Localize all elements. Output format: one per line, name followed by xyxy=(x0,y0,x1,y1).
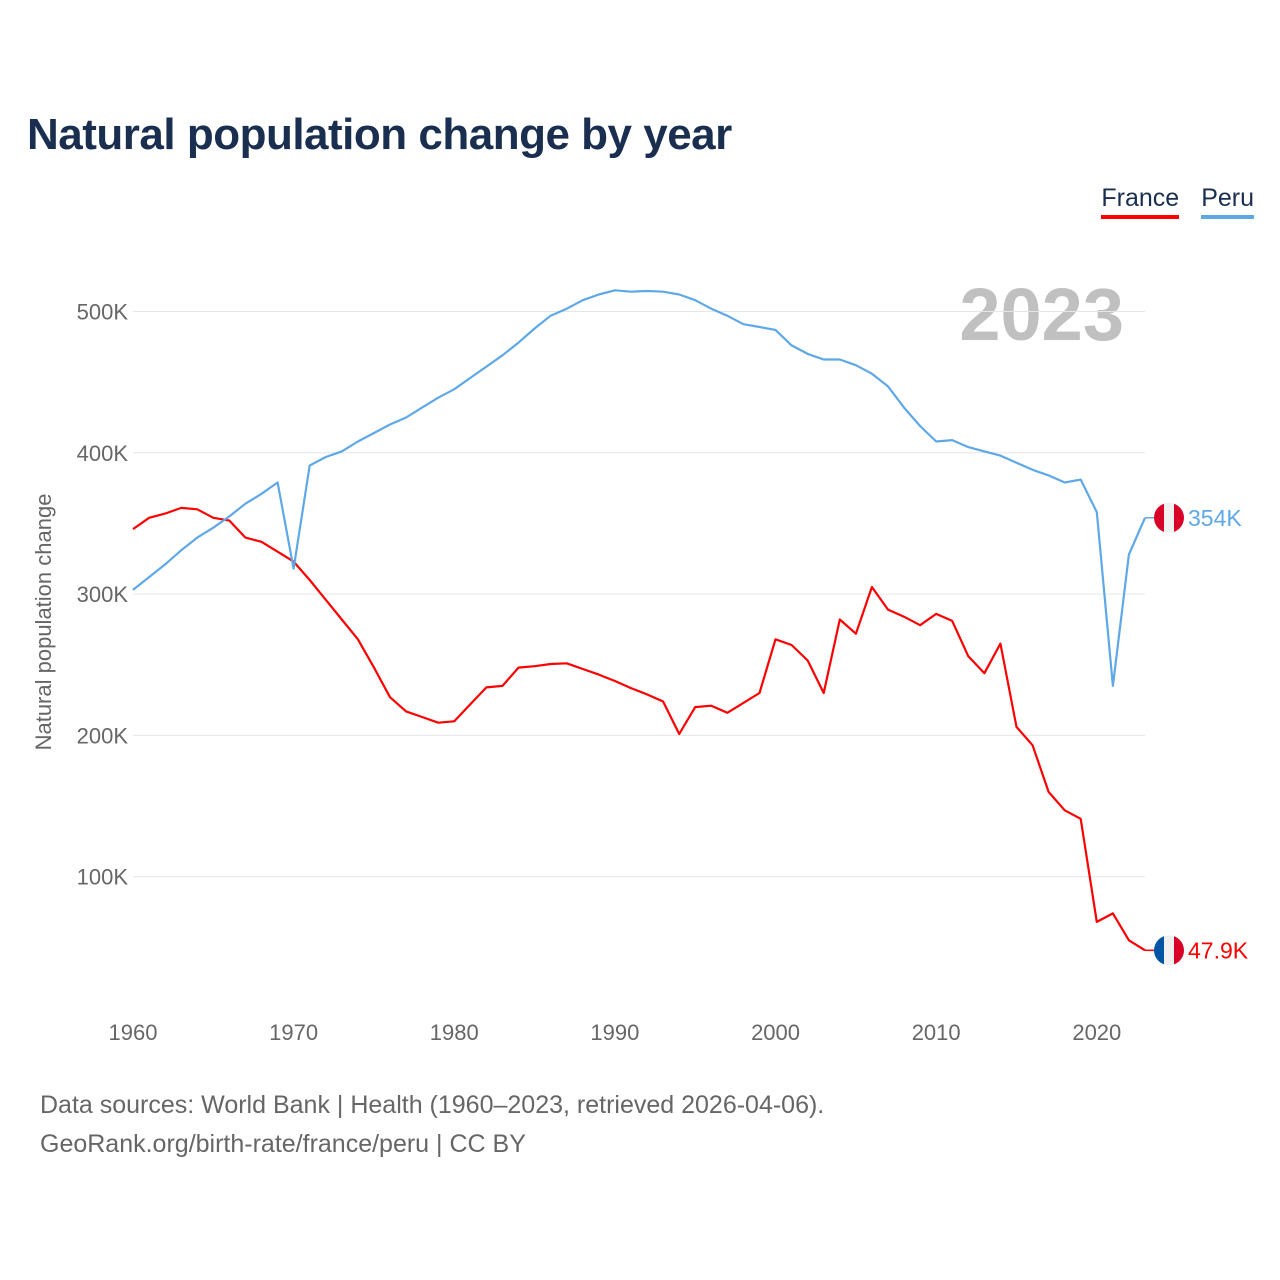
x-tick-label: 2000 xyxy=(751,1020,800,1045)
flag-icon-france xyxy=(1154,935,1184,966)
legend-item-peru[interactable]: Peru xyxy=(1201,184,1254,219)
y-tick-label: 200K xyxy=(77,723,129,748)
x-tick-label: 1960 xyxy=(109,1020,158,1045)
y-tick-label: 300K xyxy=(77,582,129,607)
flag-stripe xyxy=(1174,502,1184,533)
series-line-france xyxy=(132,506,1146,952)
chart-title: Natural population change by year xyxy=(27,110,732,159)
flag-stripe xyxy=(1154,935,1165,966)
y-axis-label: Natural population change xyxy=(31,494,56,751)
flag-stripe xyxy=(1174,935,1184,966)
x-tick-label: 1970 xyxy=(269,1020,318,1045)
attribution-link[interactable]: GeoRank.org/birth-rate/france/peru | CC … xyxy=(40,1130,526,1158)
flag-stripe xyxy=(1164,935,1175,966)
legend-item-france[interactable]: France xyxy=(1101,184,1180,219)
end-value-label: 47.9K xyxy=(1188,937,1249,963)
legend: France Peru xyxy=(1101,184,1254,219)
series-line-peru xyxy=(132,289,1147,688)
y-tick-label: 500K xyxy=(77,300,129,325)
footer: Data sources: World Bank | Health (1960–… xyxy=(40,1086,824,1164)
end-value-label: 354K xyxy=(1188,505,1242,531)
y-tick-label: 400K xyxy=(77,441,129,466)
x-tick-label: 1990 xyxy=(590,1020,639,1045)
x-tick-label: 1980 xyxy=(430,1020,479,1045)
x-tick-label: 2020 xyxy=(1072,1020,1121,1045)
year-watermark: 2023 xyxy=(959,273,1124,356)
flag-stripe xyxy=(1164,502,1175,533)
y-tick-label: 100K xyxy=(77,865,129,890)
flag-icon-peru xyxy=(1154,502,1184,533)
x-tick-label: 2010 xyxy=(912,1020,961,1045)
flag-stripe xyxy=(1154,502,1165,533)
data-source-text: Data sources: World Bank | Health (1960–… xyxy=(40,1091,825,1119)
